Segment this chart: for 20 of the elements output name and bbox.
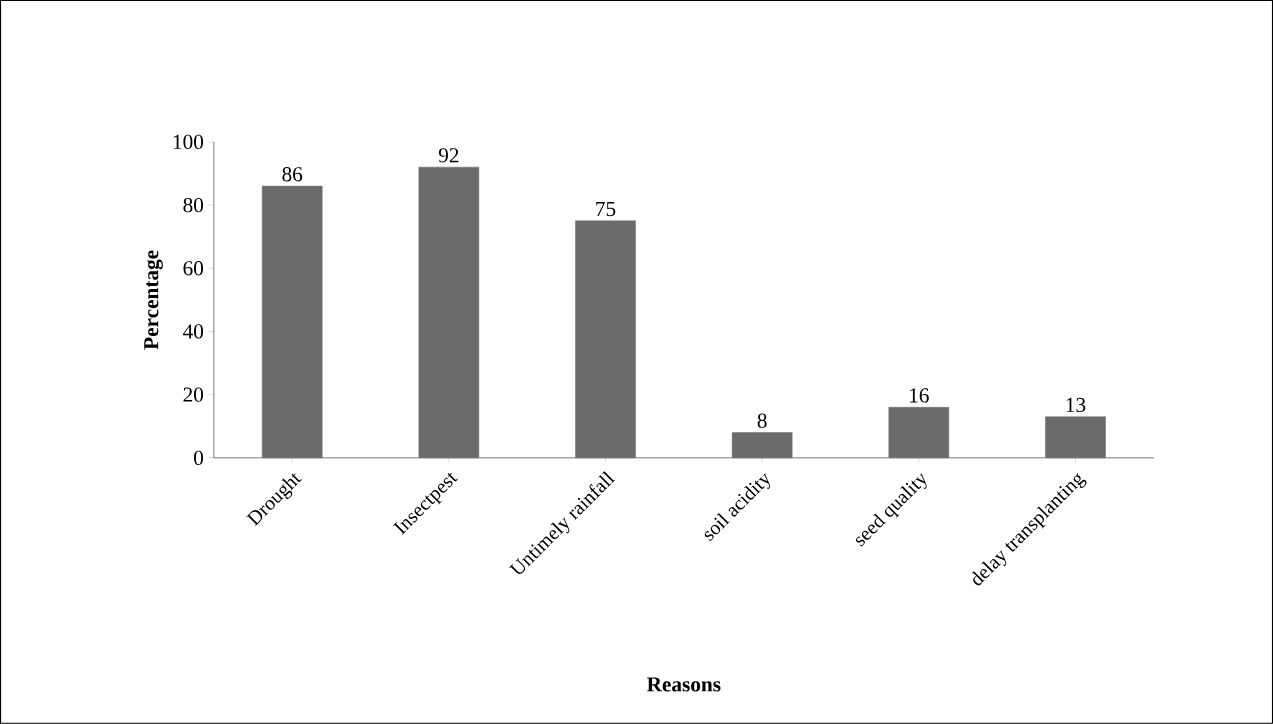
y-tick-label: 60 (183, 261, 204, 276)
bar (1045, 416, 1106, 459)
data-label: 16 (910, 388, 929, 403)
y-tick-label: 40 (183, 324, 204, 339)
bar (261, 185, 323, 459)
data-label: 8 (757, 413, 767, 429)
x-axis-title: Reasons (646, 677, 721, 692)
data-label: 13 (1066, 397, 1086, 413)
y-tick-label: 0 (194, 450, 204, 466)
bar (575, 220, 636, 459)
data-label: 92 (438, 148, 459, 163)
y-axis-title: Percentage (144, 250, 163, 350)
y-tick-label: 100 (173, 134, 204, 150)
bar (418, 167, 480, 459)
y-tick-label: 20 (183, 387, 204, 402)
y-tick-label: 80 (183, 198, 204, 213)
bar (731, 432, 793, 459)
data-label: 86 (282, 167, 303, 182)
data-label: 75 (596, 202, 616, 217)
bar (888, 407, 950, 459)
